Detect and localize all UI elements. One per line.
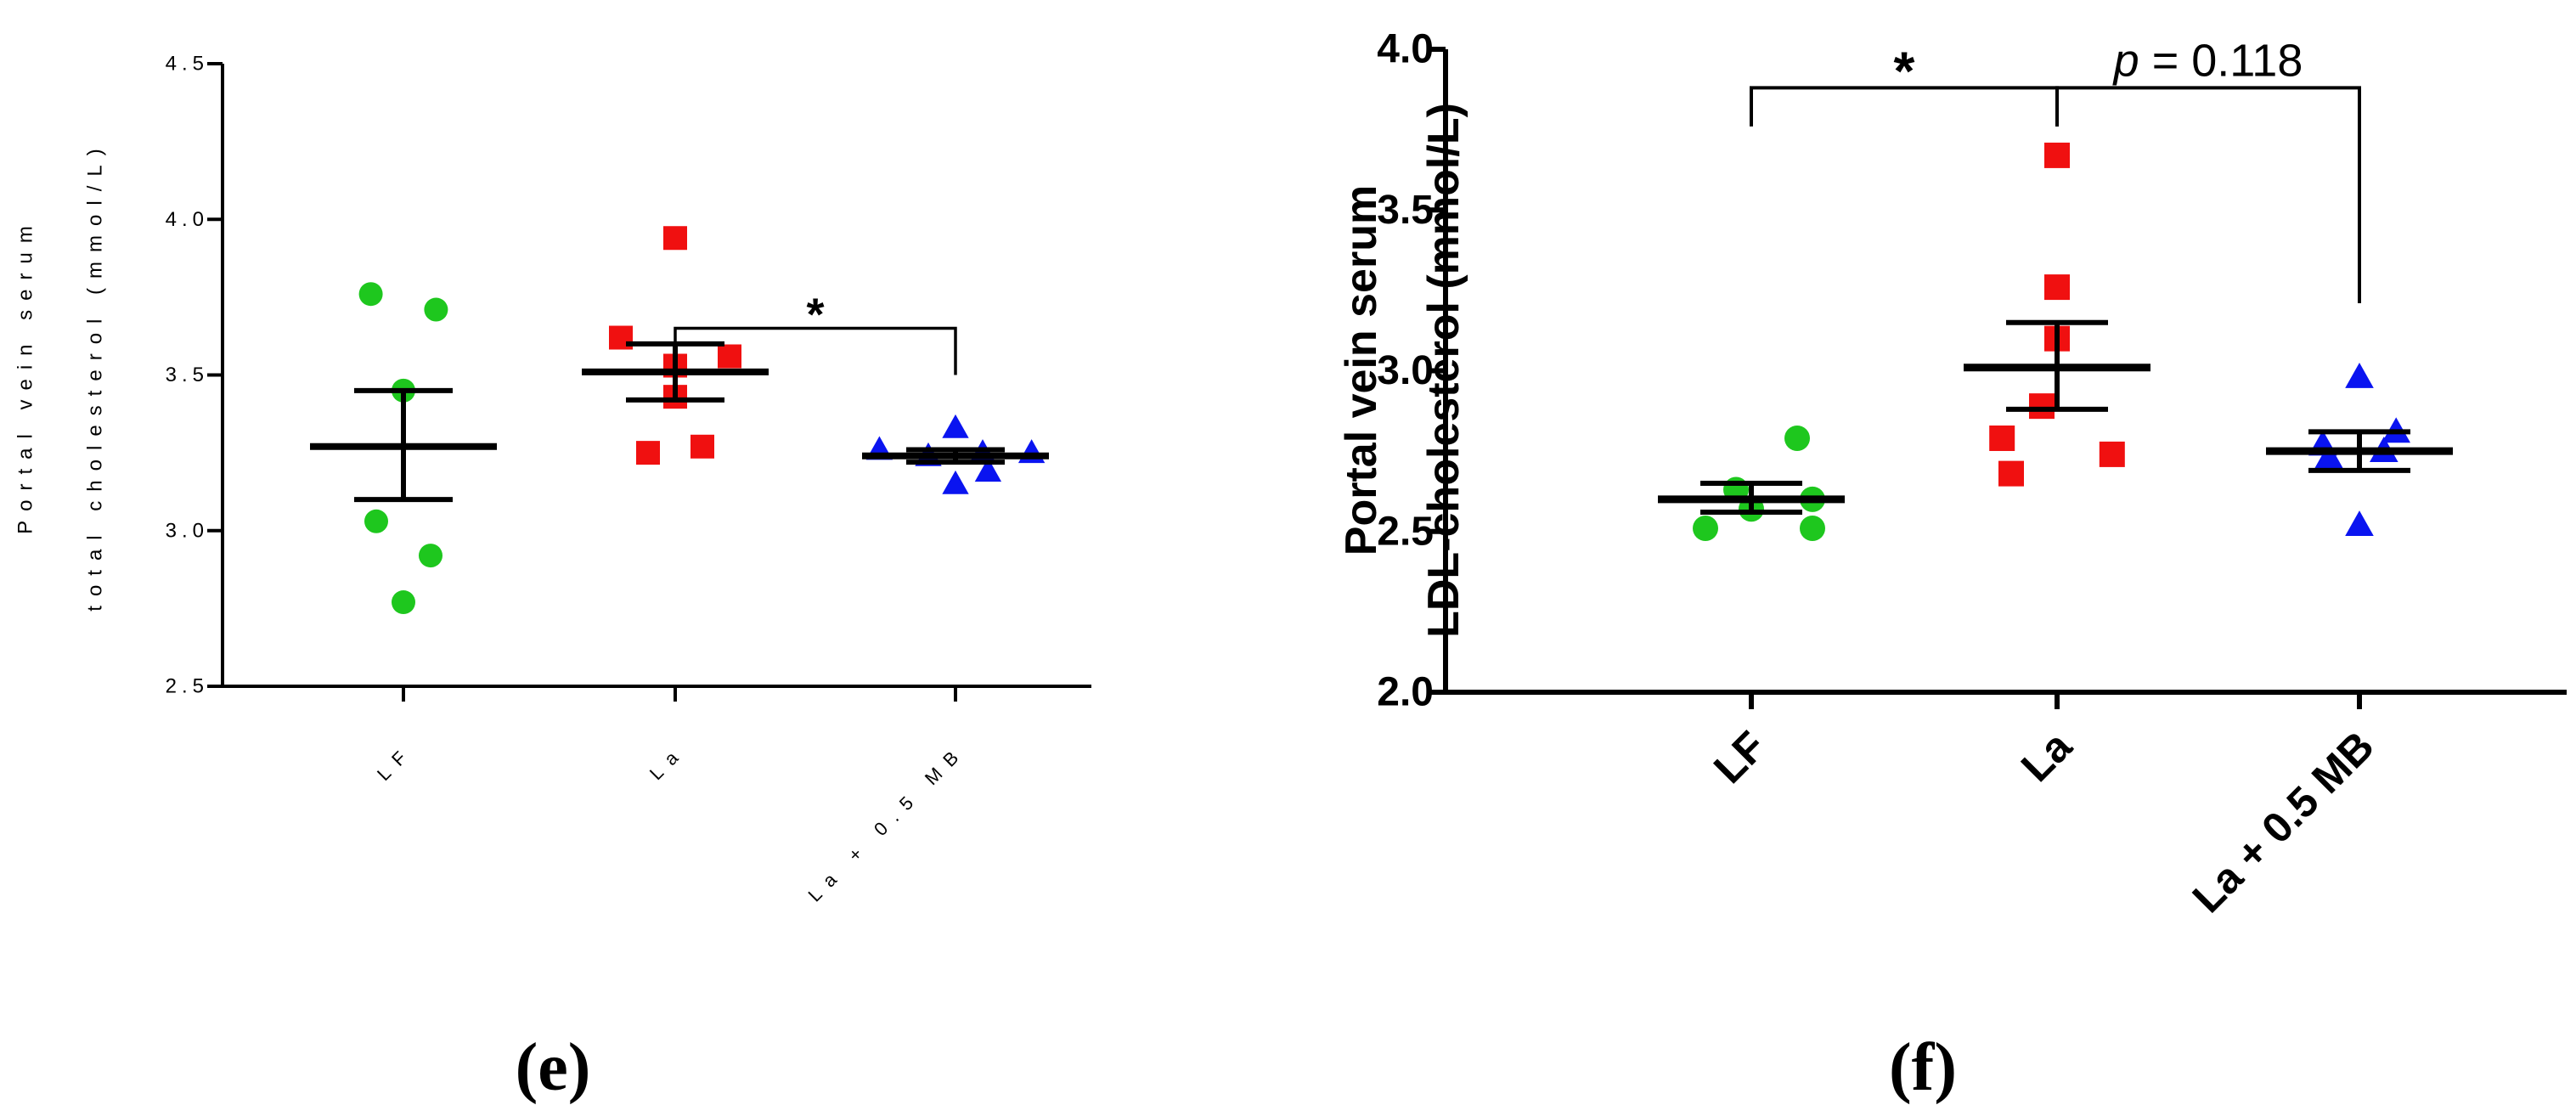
data-point-la-4: [2029, 393, 2055, 420]
data-point-la-6: [2099, 441, 2125, 467]
y-tick-label: 2.5: [1377, 509, 1434, 554]
y-tick-label: 4.0: [166, 208, 209, 231]
y-tick-label: 3.5: [166, 364, 209, 386]
data-point-la-2: [2044, 274, 2070, 301]
data-point-la-0-5-mb-6: [2345, 510, 2374, 537]
x-category-label-la: La: [2012, 721, 2082, 791]
data-point-lf-5: [419, 544, 442, 568]
panel-e-chart: 2.5 3.0 3.5 4.0 4.5 LF La La + 0.5 MB Portal vei…: [14, 53, 1091, 1105]
data-point-la-1: [2044, 142, 2070, 168]
significance-bracket-1: [674, 326, 957, 375]
y-tick-label: 3.0: [166, 519, 209, 542]
data-point-la-7: [1998, 460, 2024, 487]
y-axis-label-line-1: Portal vein serum: [1337, 185, 1386, 555]
significance-label-1: *: [1894, 40, 1915, 101]
y-tick-label: 3.0: [1377, 348, 1434, 393]
y-tick-label: 2.0: [1377, 670, 1434, 715]
significance-bracket-2: [2055, 86, 2361, 304]
x-category-label-la: La: [645, 740, 690, 784]
data-point-la-3: [718, 344, 741, 369]
data-point-la-0-5-mb-2: [942, 414, 969, 438]
x-category-label-la-0-5-mb: La + 0.5 MB: [804, 740, 970, 905]
data-point-la-1: [663, 226, 687, 251]
data-point-la-0-5-mb-7: [1017, 439, 1046, 464]
y-tick-label: 4.0: [1377, 27, 1434, 72]
y-axis-label-line-1: Portal vein serum: [14, 217, 37, 534]
significance-label-1: *: [806, 290, 824, 341]
data-point-la-0-5-mb-5: [942, 470, 969, 494]
data-point-la-0-5-mb-5: [2314, 443, 2343, 469]
data-point-lf-2: [424, 297, 448, 322]
data-point-la-0-5-mb-6: [974, 458, 1002, 482]
y-tick-label: 3.5: [1377, 188, 1434, 233]
y-tick-label: 4.5: [166, 53, 209, 76]
x-category-label-la-0-5-mb: La + 0.5 MB: [2184, 722, 2383, 922]
data-point-lf-4: [364, 509, 388, 533]
y-tick-label: 2.5: [166, 675, 209, 698]
data-point-la-0-5-mb-1: [2345, 362, 2374, 388]
data-point-lf-5: [1693, 515, 1718, 541]
data-point-lf-1: [358, 282, 383, 307]
data-point-lf-6: [1800, 515, 1825, 541]
panel-f-chart: 2.0 2.5 3.0 3.5 4.0 LF La La + 0.5 MB Portal vei…: [1337, 27, 2567, 1105]
data-point-la-6: [691, 434, 714, 459]
y-axis-label-line-2: total cholesterol (mmol/L): [84, 139, 107, 611]
significance-label-2: p = 0.118: [2112, 35, 2303, 86]
panel-label: (f): [1889, 1030, 1957, 1105]
x-category-label-lf: LF: [373, 740, 418, 785]
data-point-la-7: [636, 441, 660, 465]
x-category-label-lf: LF: [1705, 722, 1775, 792]
data-point-lf-6: [392, 590, 415, 615]
data-point-lf-1: [1784, 425, 1810, 451]
panel-label: (e): [516, 1030, 591, 1105]
y-axis-label-line-2: LDL-cholesterol (mmol/L): [1419, 103, 1468, 638]
data-point-la-5: [1989, 425, 2015, 451]
